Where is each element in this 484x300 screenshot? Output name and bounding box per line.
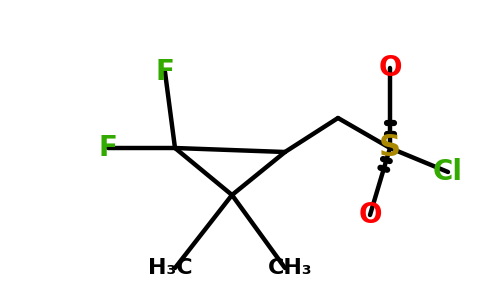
Text: CH₃: CH₃ xyxy=(268,258,312,278)
Text: F: F xyxy=(99,134,118,162)
Text: F: F xyxy=(155,58,174,86)
Text: S: S xyxy=(379,134,401,163)
Text: O: O xyxy=(358,201,382,229)
Text: Cl: Cl xyxy=(433,158,463,186)
Text: O: O xyxy=(378,54,402,82)
Text: H₃C: H₃C xyxy=(148,258,192,278)
